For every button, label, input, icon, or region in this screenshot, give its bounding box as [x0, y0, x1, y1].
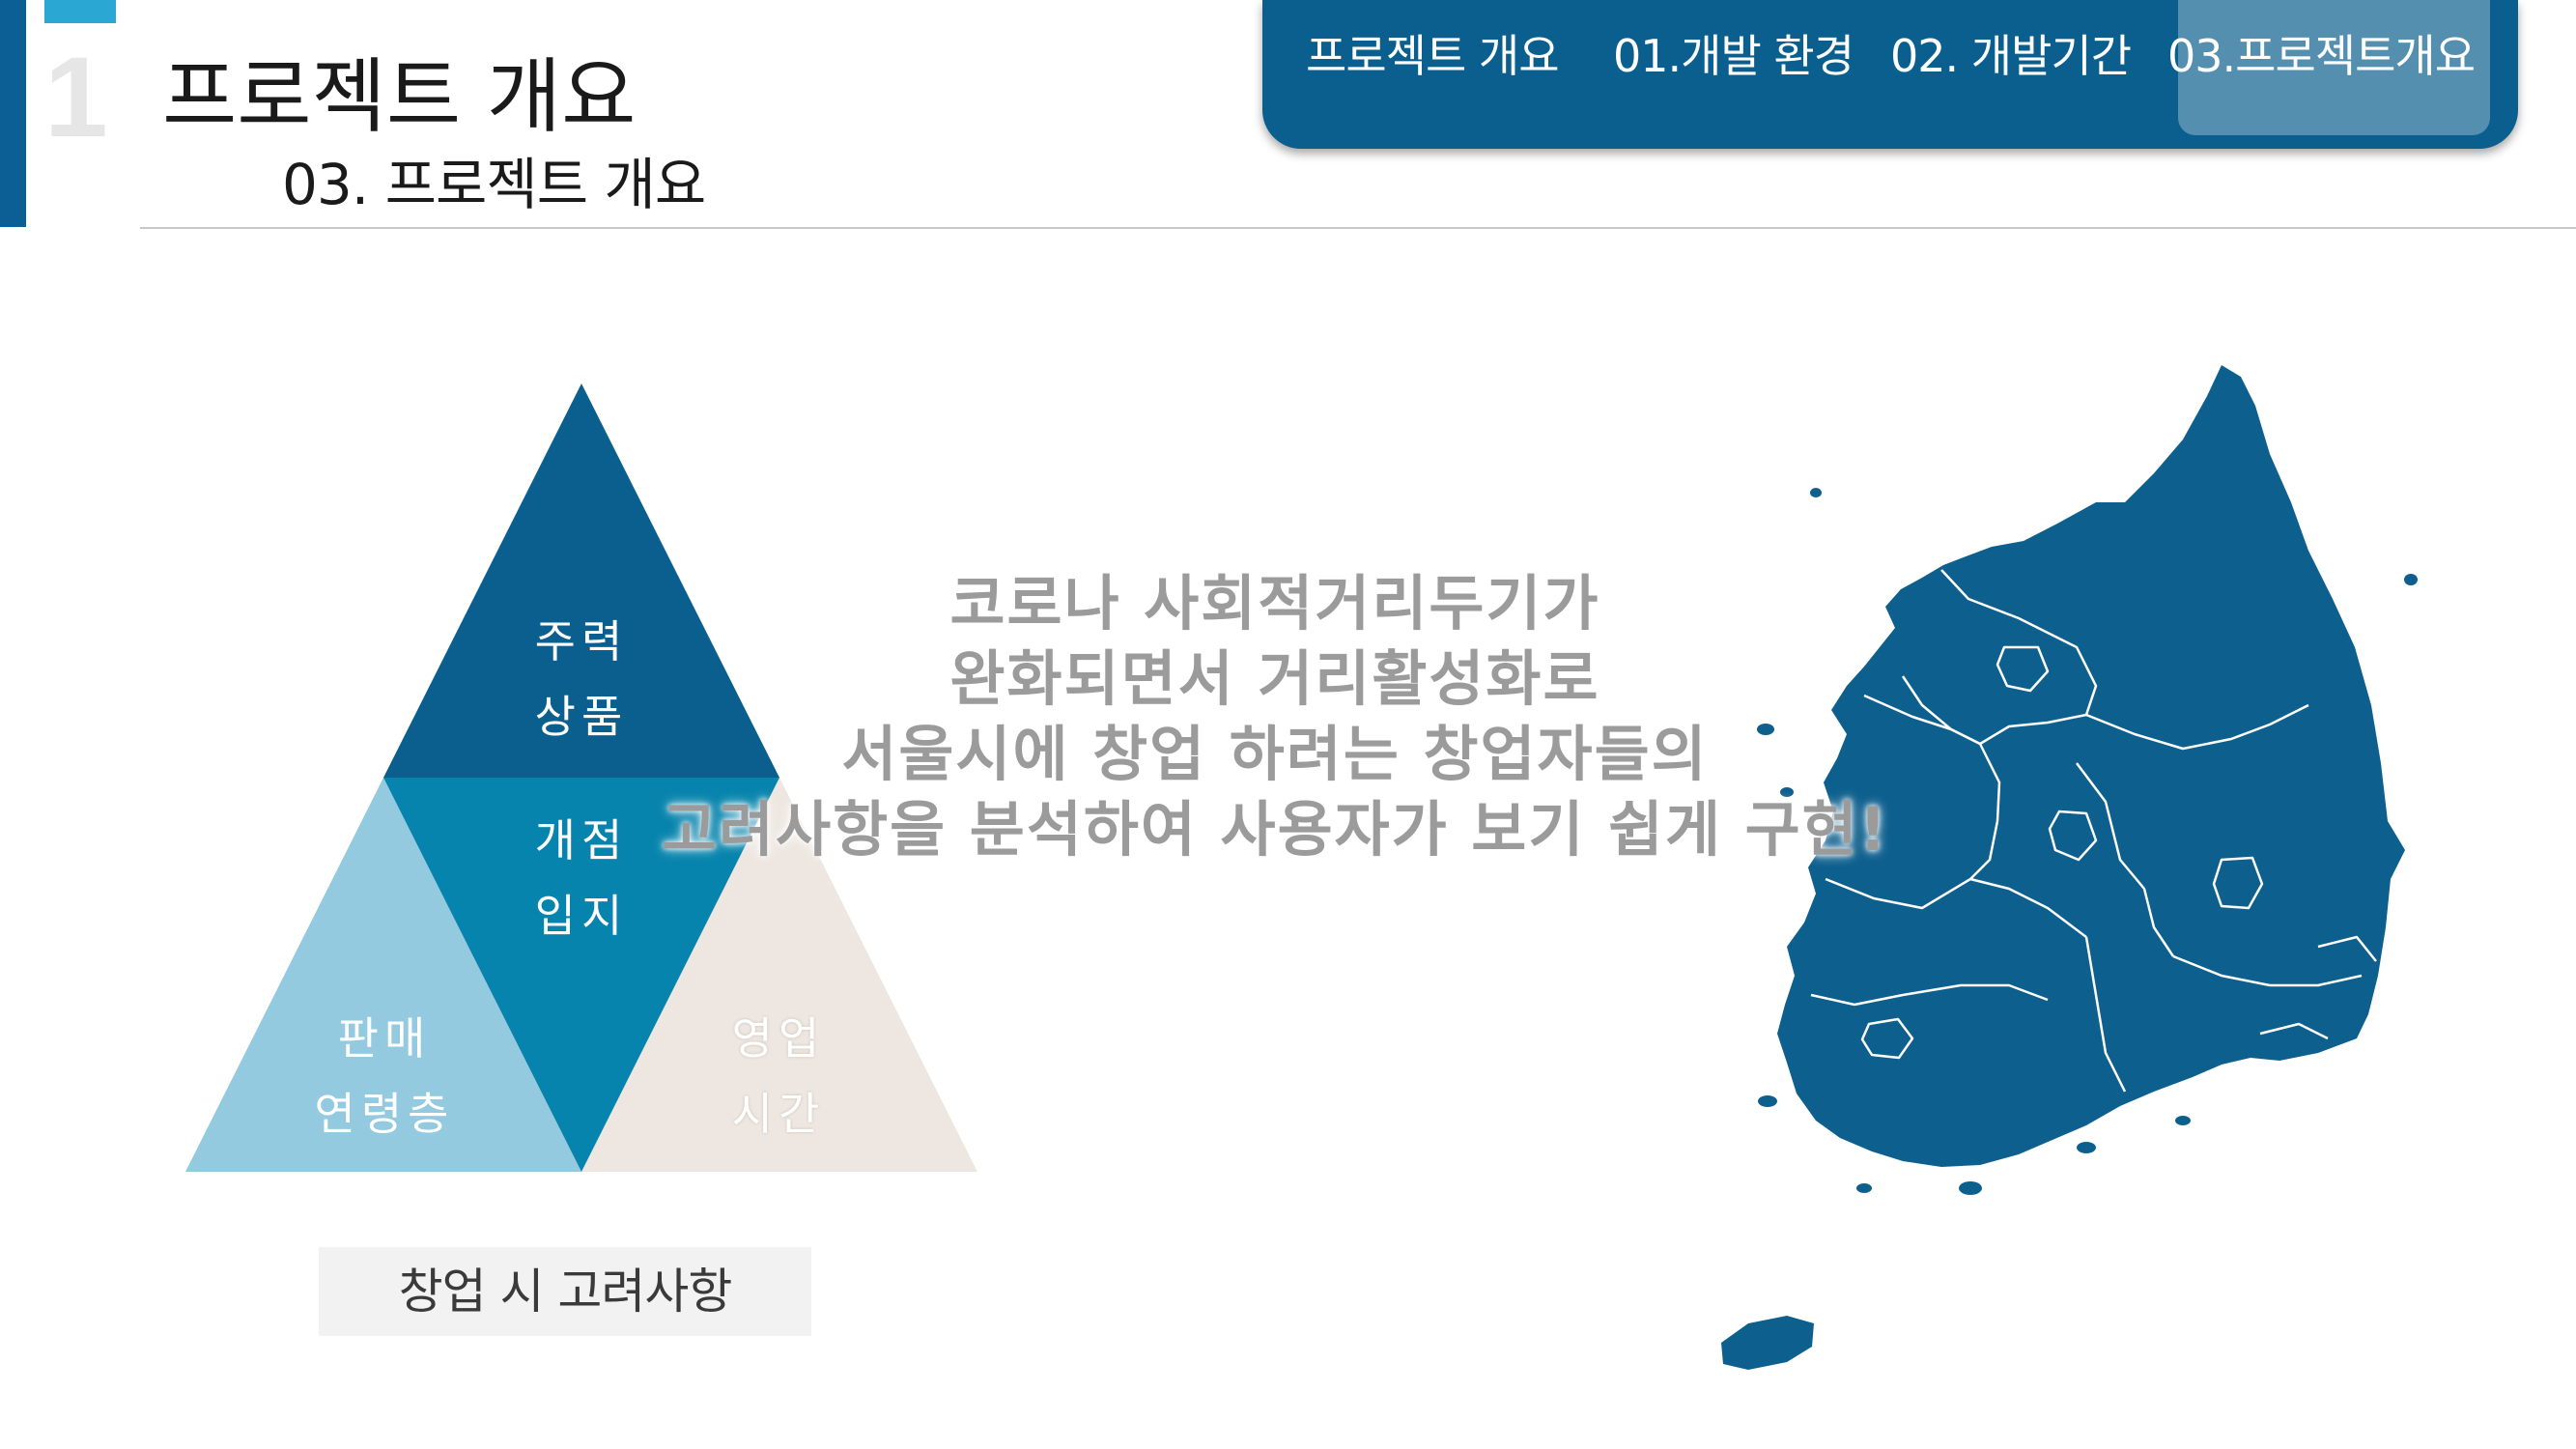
- korea-map: [1721, 365, 2418, 1370]
- page-title: 프로젝트 개요: [162, 49, 637, 144]
- province-border-gyeongbuk-south: [2172, 954, 2363, 987]
- triangle-top: [383, 384, 779, 778]
- province-border-gwangju: [1860, 1017, 1914, 1060]
- label-business-hours: 영업 시간: [663, 1001, 894, 1151]
- triangle-right: [581, 778, 977, 1172]
- province-border-busan: [2259, 1022, 2329, 1040]
- page-subtitle: 03. 프로젝트 개요: [282, 152, 706, 217]
- province-border-seoul: [1996, 645, 2050, 693]
- overlay-line-3: 서울시에 창업 하려는 창업자들의: [841, 719, 1709, 789]
- province-border-chungbuk-gyeongbuk: [2076, 762, 2175, 957]
- nav-item-overview[interactable]: 프로젝트 개요: [1306, 30, 1560, 82]
- ulleung-island: [2404, 574, 2418, 585]
- label-business-hours-line2: 시간: [731, 1088, 826, 1140]
- jeju-island: [1721, 1316, 1814, 1370]
- nav-active-highlight: [2178, 0, 2490, 135]
- province-border-gangwon-chungbuk: [2085, 703, 2309, 751]
- label-main-product-line1: 주력: [534, 615, 629, 668]
- overlay-line-1: 코로나 사회적거리두기가: [949, 568, 1600, 639]
- province-border-jeonbuk: [1825, 877, 2087, 938]
- label-business-hours-line1: 영업: [731, 1012, 826, 1065]
- label-store-location-line1: 개점: [534, 814, 629, 867]
- diagram-caption: 창업 시 고려사항: [319, 1247, 811, 1336]
- island-south-1: [1758, 1095, 1777, 1107]
- label-store-location-line2: 입지: [534, 890, 629, 942]
- island-south-5: [1856, 1183, 1872, 1193]
- triangle-center: [383, 778, 779, 1172]
- top-nav-panel: [1262, 0, 2518, 149]
- label-main-product-line2: 상품: [534, 691, 629, 743]
- title-divider: [140, 227, 2576, 229]
- considerations-triangle-diagram: [185, 384, 977, 1172]
- summary-overlay-text: 코로나 사회적거리두기가 완화되면서 거리활성화로 서울시에 창업 하려는 창업…: [580, 566, 1970, 867]
- island-south-4: [2175, 1116, 2191, 1125]
- province-border-gyeongnam: [2084, 936, 2127, 1093]
- island-south-3: [2077, 1142, 2096, 1153]
- province-border-daejeon: [2048, 810, 2098, 862]
- mainland-silhouette: [1777, 365, 2405, 1167]
- province-border-jeonnam: [1810, 983, 2049, 1007]
- province-border-gyeonggi: [1901, 569, 2098, 746]
- nav-item-dev-environment[interactable]: 01.개발 환경: [1613, 30, 1854, 82]
- province-border-ulsan: [2317, 935, 2377, 962]
- section-number: 1: [44, 34, 108, 161]
- label-main-product: 주력 상품: [466, 604, 697, 754]
- label-store-location: 개점 입지: [466, 803, 697, 953]
- island-west-2: [1757, 724, 1774, 735]
- side-accent-bar: [0, 0, 26, 227]
- label-sales-age-group-line1: 판매: [337, 1012, 432, 1065]
- province-border-daegu: [2212, 856, 2264, 910]
- island-south-2: [1959, 1181, 1982, 1195]
- nav-item-dev-period[interactable]: 02. 개발기간: [1890, 30, 2132, 82]
- overlay-line-2: 완화되면서 거리활성화로: [949, 643, 1600, 714]
- triangle-left: [185, 778, 581, 1172]
- island-west-3: [1780, 787, 1794, 797]
- nav-item-project-overview[interactable]: 03.프로젝트개요: [2167, 30, 2476, 82]
- top-accent-bar: [44, 0, 116, 23]
- label-sales-age-group-line2: 연령층: [314, 1088, 455, 1140]
- province-border-chungnam: [1863, 694, 2001, 880]
- island-west-1: [1810, 488, 1822, 497]
- label-sales-age-group: 판매 연령층: [269, 1001, 500, 1151]
- overlay-line-4: 고려사항을 분석하여 사용자가 보기 쉽게 구현!: [662, 794, 1888, 865]
